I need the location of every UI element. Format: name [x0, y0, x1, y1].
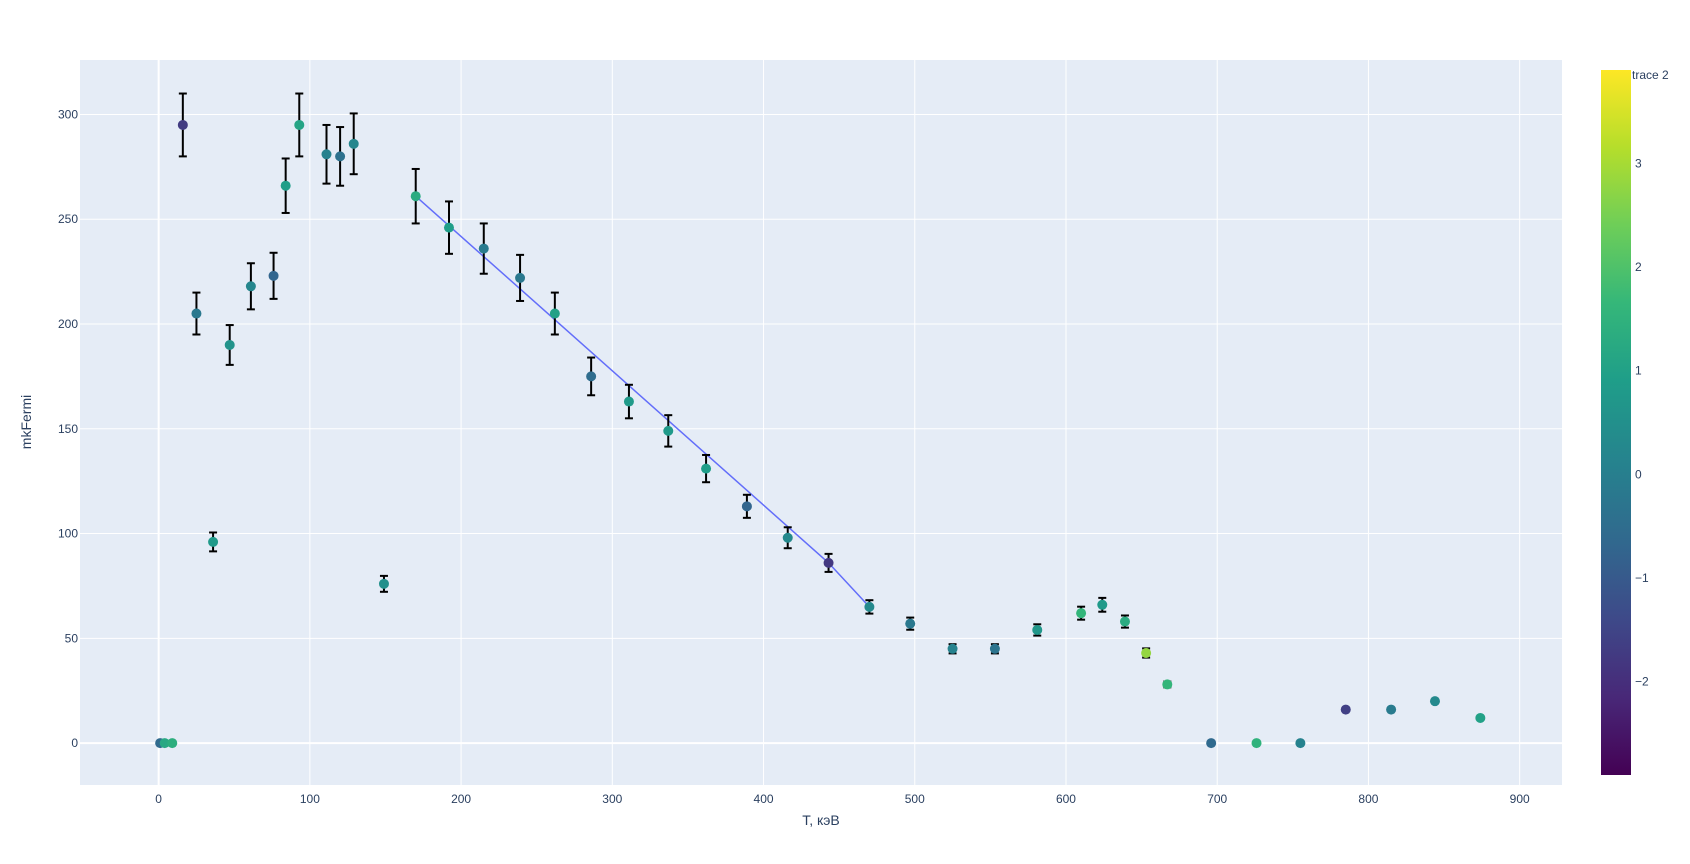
data-point [348, 138, 359, 149]
y-tick-label: 150 [58, 422, 78, 436]
plot-background [80, 60, 1562, 785]
x-tick-label: 0 [155, 792, 162, 806]
data-point [410, 191, 421, 202]
data-point [245, 281, 256, 292]
data-point [549, 308, 560, 319]
data-point [208, 536, 219, 547]
colorbar-tick-label: −1 [1635, 571, 1649, 585]
colorbar-tick-label: 2 [1635, 260, 1642, 274]
data-point [280, 180, 291, 191]
x-axis-title: T, кэВ [802, 812, 840, 828]
data-point [177, 119, 188, 130]
colorbar-tick-label: −2 [1635, 675, 1649, 689]
x-tick-label: 600 [1056, 792, 1076, 806]
data-point [782, 532, 793, 543]
y-tick-label: 250 [58, 212, 78, 226]
data-point [443, 222, 454, 233]
data-point [335, 151, 346, 162]
x-tick-label: 200 [451, 792, 471, 806]
x-tick-label: 700 [1207, 792, 1227, 806]
x-tick-label: 500 [905, 792, 925, 806]
data-point [905, 618, 916, 629]
data-point [1340, 704, 1351, 715]
data-point [167, 738, 178, 749]
data-point [321, 149, 332, 160]
data-point [1141, 647, 1152, 658]
data-point [741, 501, 752, 512]
data-point [1206, 738, 1217, 749]
data-point [1119, 616, 1130, 627]
data-point [701, 463, 712, 474]
data-point [268, 270, 279, 281]
x-tick-label: 300 [602, 792, 622, 806]
colorbar-tick-label: 1 [1635, 364, 1642, 378]
data-point [1475, 712, 1486, 723]
data-point [159, 738, 170, 749]
y-tick-label: 50 [65, 631, 79, 645]
data-point [378, 578, 389, 589]
y-tick-label: 100 [58, 527, 78, 541]
data-points [155, 119, 1486, 749]
x-tick-label: 100 [300, 792, 320, 806]
data-point [191, 308, 202, 319]
x-tick-label: 900 [1510, 792, 1530, 806]
data-point [1386, 704, 1397, 715]
x-tick-label: 400 [754, 792, 774, 806]
data-point [1429, 696, 1440, 707]
data-point [823, 557, 834, 568]
colorbar-ticks: −2 −1 0 1 2 3 [1635, 156, 1649, 688]
colorbar-title: trace 2 [1632, 68, 1669, 82]
data-point [1162, 679, 1173, 690]
colorbar-tick-label: 0 [1635, 467, 1642, 481]
data-point [515, 272, 526, 283]
data-point [224, 339, 235, 350]
y-tick-label: 300 [58, 107, 78, 121]
y-tick-label: 0 [71, 736, 78, 750]
data-point [864, 601, 875, 612]
data-point [1097, 599, 1108, 610]
data-point [947, 643, 958, 654]
colorbar [1601, 70, 1631, 775]
data-point [294, 119, 305, 130]
x-axis-ticks: 0 100 200 300 400 500 600 700 800 900 [155, 792, 1530, 806]
data-point [663, 425, 674, 436]
data-point [1032, 624, 1043, 635]
data-point [1251, 738, 1262, 749]
y-tick-label: 200 [58, 317, 78, 331]
y-axis-title: mkFermi [18, 395, 34, 449]
grid-lines [80, 60, 1562, 785]
y-axis-ticks: 0 50 100 150 200 250 300 [58, 107, 78, 750]
data-point [623, 396, 634, 407]
data-point [989, 643, 1000, 654]
data-point [1295, 738, 1306, 749]
data-point [478, 243, 489, 254]
data-point [1076, 608, 1087, 619]
data-point [586, 371, 597, 382]
colorbar-tick-label: 3 [1635, 156, 1642, 170]
x-tick-label: 800 [1358, 792, 1378, 806]
